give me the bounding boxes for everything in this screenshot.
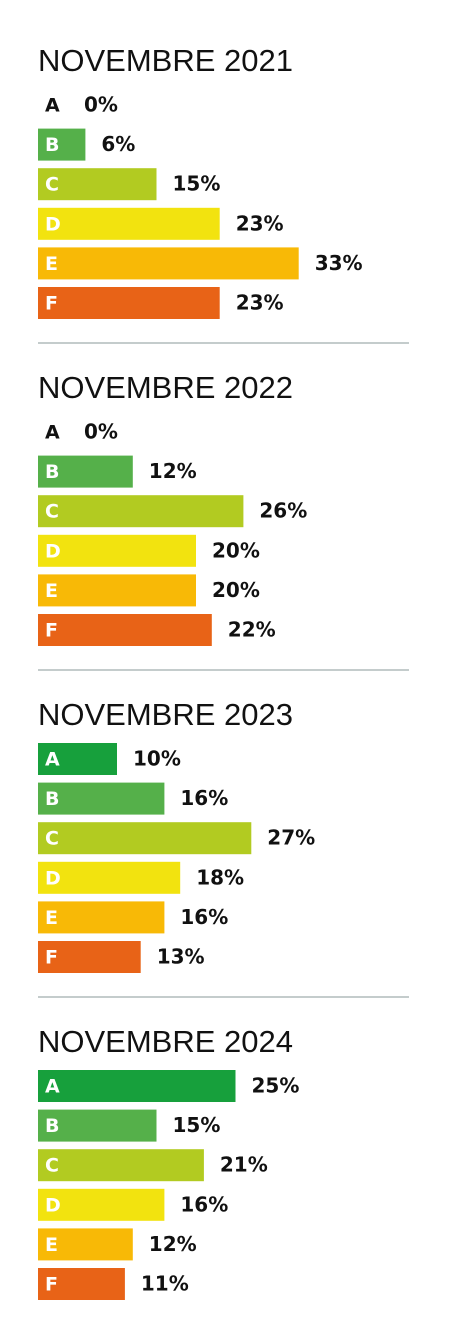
chart-title: NOVEMBRE 2023 <box>38 697 293 732</box>
category-label: E <box>45 253 58 275</box>
bar <box>38 1268 125 1300</box>
category-label: C <box>45 1155 59 1177</box>
bar <box>38 901 165 934</box>
value-label: 15% <box>173 1113 221 1137</box>
value-label: 33% <box>315 251 363 275</box>
bar <box>38 822 252 855</box>
value-label: 0% <box>84 420 118 444</box>
category-label: C <box>45 501 59 523</box>
bar <box>38 128 86 161</box>
bar <box>38 1228 133 1261</box>
category-label: B <box>45 134 59 156</box>
value-label: 25% <box>252 1074 300 1098</box>
category-label: E <box>45 580 58 602</box>
bar <box>38 1070 236 1102</box>
value-label: 12% <box>149 459 197 483</box>
category-label: E <box>45 907 58 929</box>
bar <box>38 941 141 973</box>
chart-title: NOVEMBRE 2022 <box>38 370 293 405</box>
category-label: E <box>45 1234 58 1256</box>
value-label: 20% <box>212 578 260 602</box>
value-label: 26% <box>259 499 307 523</box>
bar <box>38 247 299 280</box>
category-label: C <box>45 174 59 196</box>
value-label: 16% <box>180 786 228 810</box>
value-label: 23% <box>236 211 284 235</box>
bar <box>38 207 220 240</box>
value-label: 0% <box>84 93 118 117</box>
bar <box>38 534 196 567</box>
chart-title: NOVEMBRE 2024 <box>38 1024 293 1059</box>
bar <box>38 782 165 815</box>
value-label: 16% <box>180 1192 228 1216</box>
bar <box>38 614 212 646</box>
value-label: 23% <box>236 291 284 315</box>
value-label: 11% <box>141 1272 189 1296</box>
bar <box>38 495 244 528</box>
bar <box>38 1149 204 1182</box>
category-label: A <box>45 422 60 444</box>
value-label: 21% <box>220 1153 268 1177</box>
bar <box>38 168 157 201</box>
bar <box>38 743 117 775</box>
bar <box>38 1109 157 1142</box>
value-label: 27% <box>267 826 315 850</box>
category-label: F <box>45 293 58 315</box>
bar <box>38 861 181 894</box>
bar <box>38 455 133 488</box>
value-label: 20% <box>212 538 260 562</box>
category-label: B <box>45 1115 59 1137</box>
bar <box>38 287 220 319</box>
bar <box>38 1188 165 1221</box>
category-label: C <box>45 828 59 850</box>
value-label: 10% <box>133 747 181 771</box>
category-label: D <box>45 867 61 889</box>
value-label: 18% <box>196 865 244 889</box>
category-label: F <box>45 1274 58 1296</box>
category-label: B <box>45 788 59 810</box>
category-label: B <box>45 461 59 483</box>
value-label: 13% <box>157 945 205 969</box>
category-label: F <box>45 947 58 969</box>
category-label: A <box>45 749 60 771</box>
category-label: A <box>45 1076 60 1098</box>
category-label: D <box>45 1194 61 1216</box>
category-label: D <box>45 540 61 562</box>
category-label: F <box>45 620 58 642</box>
value-label: 12% <box>149 1232 197 1256</box>
category-label: A <box>45 95 60 117</box>
chart-title: NOVEMBRE 2021 <box>38 43 293 78</box>
category-label: D <box>45 213 61 235</box>
value-label: 22% <box>228 618 276 642</box>
value-label: 16% <box>180 905 228 929</box>
bar <box>38 574 196 607</box>
value-label: 6% <box>101 132 135 156</box>
value-label: 15% <box>173 172 221 196</box>
